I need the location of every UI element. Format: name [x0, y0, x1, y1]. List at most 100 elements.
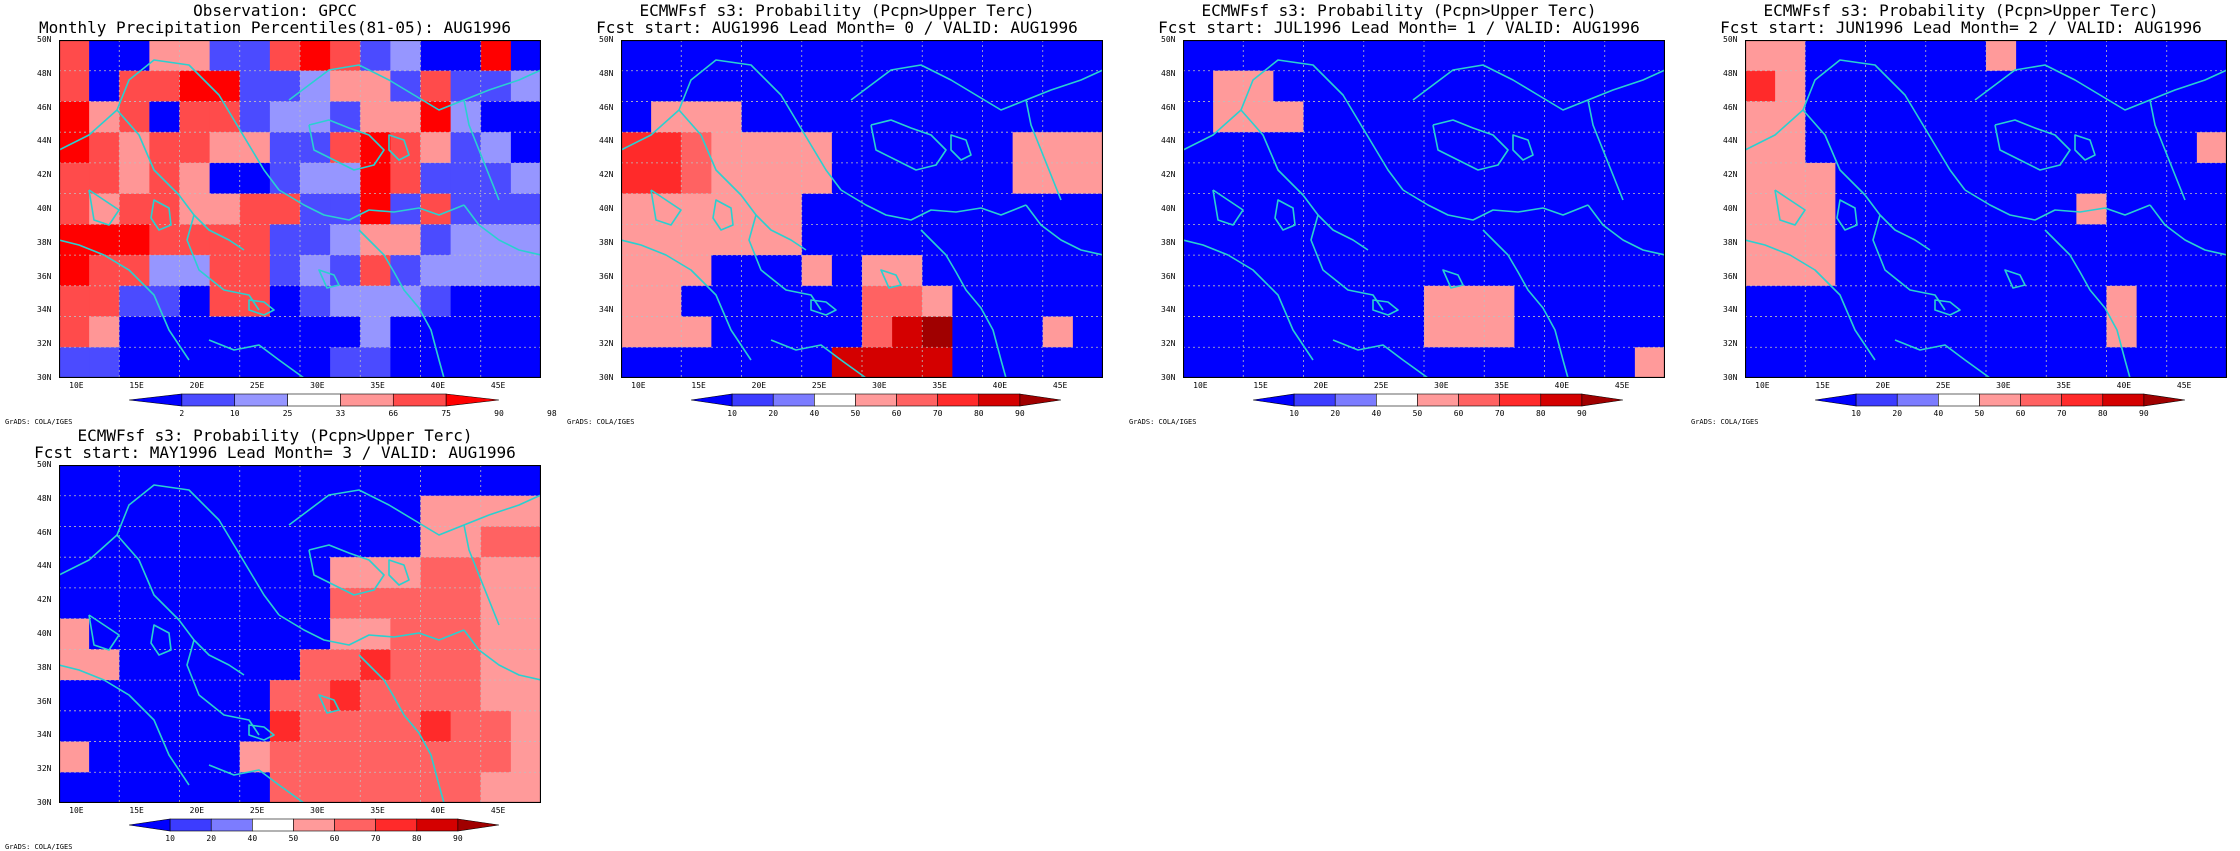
latitude-tick-label: 48N: [1723, 68, 1738, 78]
grid-cell: [480, 101, 512, 133]
grid-cell: [89, 741, 120, 773]
grid-cell: [89, 255, 120, 287]
grid-cell: [450, 710, 482, 743]
latitude-tick-label: 30N: [1161, 373, 1176, 382]
grid-cell: [952, 224, 984, 256]
colorbar-label: 50: [850, 409, 861, 418]
grid-cell: [239, 224, 271, 256]
grid-cell: [1604, 193, 1636, 225]
grid-cell: [1925, 162, 1957, 195]
grid-cell: [952, 193, 984, 225]
grid-cell: [390, 162, 422, 195]
grid-cell: [892, 101, 923, 133]
grid-cell: [681, 101, 712, 133]
coastline: [1482, 229, 1569, 378]
grid-cell: [149, 193, 181, 225]
coastline: [1836, 199, 1858, 231]
grid-cell: [922, 193, 953, 225]
grid-cell: [420, 255, 452, 287]
grid-cell: [330, 741, 361, 773]
map-panel-3: ECMWFsf s3: Probability (Pcpn>Upper Terc…: [1129, 0, 1679, 426]
grid-cell: [982, 255, 1014, 287]
grid-cell: [239, 193, 271, 225]
grid-cell: [510, 741, 541, 773]
grid-cell: [330, 224, 361, 256]
grid-cell: [1514, 255, 1546, 287]
grid-cell: [1835, 224, 1867, 256]
grid-cell: [1745, 40, 1776, 72]
colorbar-label: 40: [1371, 409, 1382, 418]
coastline: [1587, 99, 1624, 201]
coastline: [248, 299, 275, 316]
grid-cell: [2046, 224, 2077, 256]
grid-cell: [269, 465, 301, 497]
grid-cell: [360, 285, 391, 318]
colorbar-segment: [234, 393, 288, 407]
longitude-tick-label: 20E: [751, 381, 767, 390]
latitude-tick-label: 50N: [1161, 35, 1176, 44]
latitude-tick-label: 38N: [1723, 237, 1738, 247]
grid-cell: [1333, 162, 1365, 195]
grid-cell: [1072, 132, 1103, 164]
grid-cell: [1424, 132, 1455, 164]
grid-cell: [239, 680, 271, 712]
colorbar-label: 70: [2056, 409, 2067, 418]
colorbar-label: 70: [932, 409, 943, 418]
grid-cell: [330, 495, 361, 528]
coastline: [650, 189, 682, 226]
grid-cell: [2106, 70, 2138, 103]
latitude-tick-label: 34N: [599, 305, 614, 315]
grid-cell: [2046, 285, 2077, 318]
grid-cell: [360, 316, 391, 348]
grid-cell: [1925, 40, 1957, 72]
grid-cell: [1072, 101, 1103, 133]
grid-cell: [1363, 347, 1395, 378]
grid-cell: [480, 465, 512, 497]
grid-cell: [1865, 70, 1897, 103]
grid-cell: [1955, 316, 1987, 348]
grid-cell: [510, 224, 541, 256]
grid-cell: [420, 587, 452, 620]
grid-cell: [711, 255, 743, 287]
grid-cell: [2166, 101, 2198, 133]
grid-cell: [179, 285, 211, 318]
grid-cell: [209, 680, 241, 712]
grid-cell: [1986, 70, 2017, 103]
grid-cell: [510, 40, 541, 72]
grid-cell: [179, 162, 211, 195]
latitude-tick-label: 34N: [1723, 305, 1738, 315]
grid-cell: [2196, 285, 2227, 318]
grid-cell: [2196, 255, 2227, 287]
grid-cell: [89, 557, 120, 589]
grid-cell: [450, 465, 482, 497]
coastline: [1964, 189, 2151, 221]
colorbar-segment: [731, 393, 774, 407]
grid-cell: [1745, 316, 1776, 348]
grid-cell: [2196, 224, 2227, 256]
grid-cell: [1213, 101, 1244, 133]
coastline: [678, 59, 842, 191]
grid-cell: [119, 680, 150, 712]
latitude-tick-label: 36N: [37, 696, 52, 706]
grid-cell: [741, 193, 773, 225]
grid-cell: [390, 587, 422, 620]
coastline: [1183, 109, 1369, 251]
grid-cell: [149, 255, 181, 287]
grid-cell: [1363, 224, 1395, 256]
grid-cell: [1925, 224, 1957, 256]
grid-cell: [771, 70, 803, 103]
grid-cell: [390, 680, 422, 712]
coastline: [1412, 64, 1665, 111]
grid-cell: [892, 193, 923, 225]
grid-cell: [1745, 224, 1776, 256]
grid-cell: [862, 285, 893, 318]
grid-cell: [952, 255, 984, 287]
grid-cell: [1363, 40, 1395, 72]
grid-cell: [1072, 316, 1103, 348]
colorbar-label: 50: [288, 834, 299, 843]
grid-cell: [1745, 255, 1776, 287]
grid-cell: [1805, 193, 1836, 225]
grid-cell: [179, 741, 211, 773]
grid-cell: [269, 132, 301, 164]
grid-cell: [1042, 132, 1074, 164]
